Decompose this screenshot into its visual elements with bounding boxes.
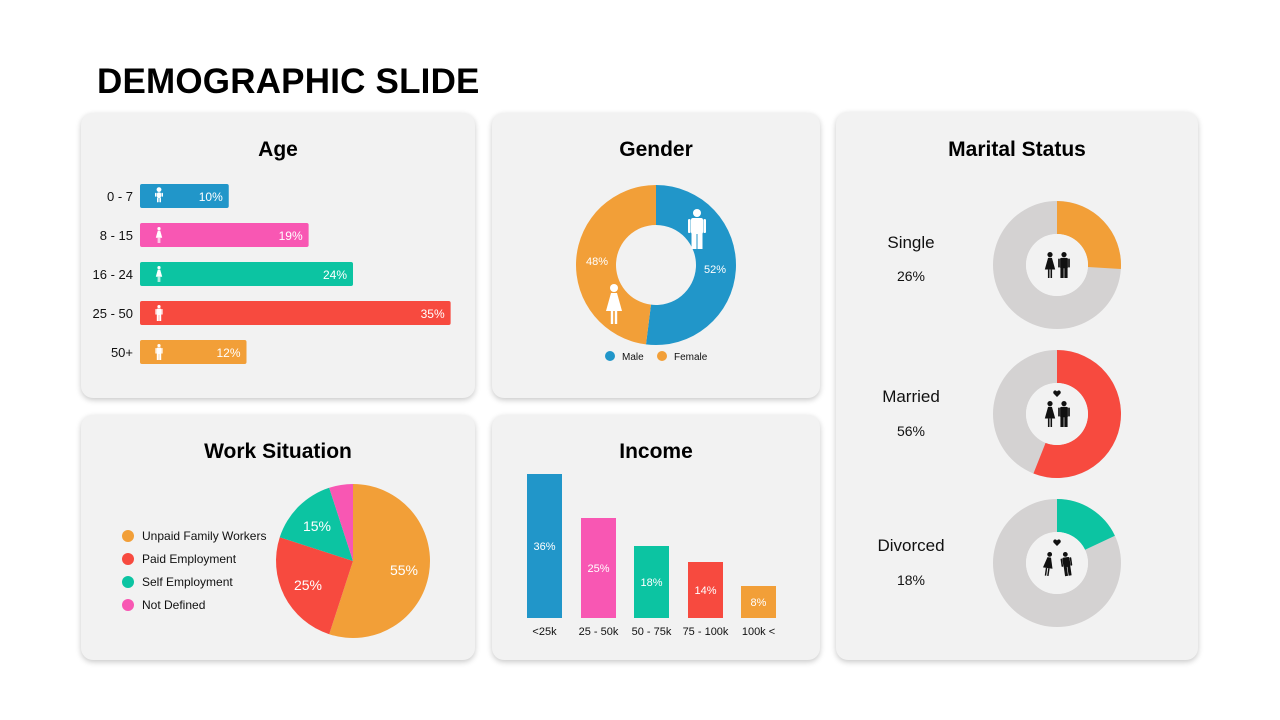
income-data-label: 25% xyxy=(587,563,609,575)
income-bar xyxy=(634,546,669,618)
work-legend-marker xyxy=(122,530,134,542)
work-slice xyxy=(276,537,353,635)
age-title: Age xyxy=(258,138,298,161)
married-couple-icon xyxy=(1044,390,1070,427)
gender-slice xyxy=(576,185,656,345)
income-category-label: 50 - 75k xyxy=(632,626,672,638)
age-bar xyxy=(140,262,353,286)
income-category-label: 75 - 100k xyxy=(683,626,729,638)
income-bar-chart: 36% <25k 25% 25 - 50k 18% 50 - 75k 14% 75 - 100… xyxy=(527,474,776,638)
elderly-man-icon xyxy=(155,344,163,360)
man-icon xyxy=(155,305,163,321)
gender-title: Gender xyxy=(619,138,693,161)
income-category-label: <25k xyxy=(532,626,557,638)
marital-ring-center xyxy=(1026,532,1088,594)
work-legend-marker xyxy=(122,599,134,611)
marital-label-married: Married xyxy=(882,387,940,406)
marital-value-single: 26% xyxy=(896,268,926,284)
age-bar xyxy=(140,184,229,208)
work-legend-marker xyxy=(122,576,134,588)
income-bar xyxy=(581,518,616,618)
age-data-label: 24% xyxy=(323,268,347,282)
income-card: Income 36% <25k 25% 25 - 50k 18% 50 - 75k 14% 7… xyxy=(492,415,820,660)
age-data-label: 35% xyxy=(421,307,445,321)
marital-label-divorced: Divorced xyxy=(877,536,945,555)
work-slice xyxy=(279,487,353,561)
work-data-label: 55% xyxy=(390,562,418,578)
marital-ring-center xyxy=(1026,234,1088,296)
work-data-label: 25% xyxy=(294,577,322,593)
gender-card: Gender 52% 48% Male Female xyxy=(492,113,820,398)
marital-ring-center xyxy=(1026,383,1088,445)
work-legend-label: Self Employment xyxy=(142,575,233,589)
gender-legend-label: Female xyxy=(674,352,708,363)
heart-icon xyxy=(1053,539,1061,546)
income-bar xyxy=(527,474,562,618)
gender-data-label: 48% xyxy=(586,256,608,268)
marital-value-divorced: 18% xyxy=(896,572,926,588)
marital-title: Marital Status xyxy=(948,138,1086,161)
marital-ring-value xyxy=(1057,201,1121,270)
income-data-label: 14% xyxy=(694,585,716,597)
work-title: Work Situation xyxy=(204,440,352,463)
work-slice xyxy=(329,484,430,638)
marital-ring-value xyxy=(1033,350,1121,479)
income-bar xyxy=(688,562,723,618)
heart-icon xyxy=(1053,390,1061,397)
age-category-label: 16 - 24 xyxy=(93,267,133,282)
gender-legend-marker xyxy=(605,351,615,361)
work-card: Work Situation 55% 25% 15% Unpaid Family Wo… xyxy=(81,415,475,660)
work-pie-chart: 55% 25% 15% Unpaid Family Workers Paid Emplo… xyxy=(122,484,430,638)
divorced-couple-icon xyxy=(1042,539,1073,577)
marital-label-single: Single xyxy=(887,233,935,252)
age-bar xyxy=(140,340,247,364)
work-legend-label: Unpaid Family Workers xyxy=(142,529,266,543)
gender-slice xyxy=(645,185,737,345)
work-slice xyxy=(329,484,353,561)
age-data-label: 10% xyxy=(199,190,223,204)
age-category-label: 8 - 15 xyxy=(100,228,133,243)
gender-donut-chart: 52% 48% Male Female xyxy=(576,185,737,363)
age-category-label: 50+ xyxy=(111,345,133,360)
gender-legend-label: Male xyxy=(622,352,644,363)
income-title: Income xyxy=(619,440,693,463)
work-legend-label: Not Defined xyxy=(142,598,205,612)
income-category-label: 100k < xyxy=(742,626,775,638)
income-data-label: 8% xyxy=(751,597,767,609)
girl-icon xyxy=(155,227,163,243)
marital-ring-value xyxy=(1057,499,1115,550)
income-data-label: 36% xyxy=(533,541,555,553)
age-bar xyxy=(140,301,451,325)
male-icon xyxy=(688,209,706,249)
baby-icon xyxy=(155,187,163,203)
age-category-label: 25 - 50 xyxy=(93,306,133,321)
marital-card: Marital Status Single 26% Married 56% Di… xyxy=(836,112,1198,660)
work-legend-label: Paid Employment xyxy=(142,552,237,566)
income-bar xyxy=(741,586,776,618)
work-legend-marker xyxy=(122,553,134,565)
female-icon xyxy=(606,284,622,324)
age-bar xyxy=(140,223,309,247)
single-people-icon xyxy=(1044,252,1070,278)
age-data-label: 12% xyxy=(216,346,240,360)
young-woman-icon xyxy=(155,266,163,282)
age-bar-chart: 0 - 7 10% 8 - 15 19% 16 - 24 24% 25 - 50 35% 50+… xyxy=(93,184,451,364)
age-card: Age 0 - 7 10% 8 - 15 19% 16 - 24 24% 25 - 50 35… xyxy=(81,113,475,398)
income-data-label: 18% xyxy=(640,577,662,589)
gender-legend-marker xyxy=(657,351,667,361)
age-category-label: 0 - 7 xyxy=(107,189,133,204)
income-category-label: 25 - 50k xyxy=(579,626,619,638)
gender-data-label: 52% xyxy=(704,264,726,276)
work-data-label: 15% xyxy=(303,518,331,534)
marital-donut-charts xyxy=(992,201,1121,627)
age-data-label: 19% xyxy=(279,229,303,243)
slide-title: DEMOGRAPHIC SLIDE xyxy=(97,62,480,101)
marital-value-married: 56% xyxy=(896,423,926,439)
